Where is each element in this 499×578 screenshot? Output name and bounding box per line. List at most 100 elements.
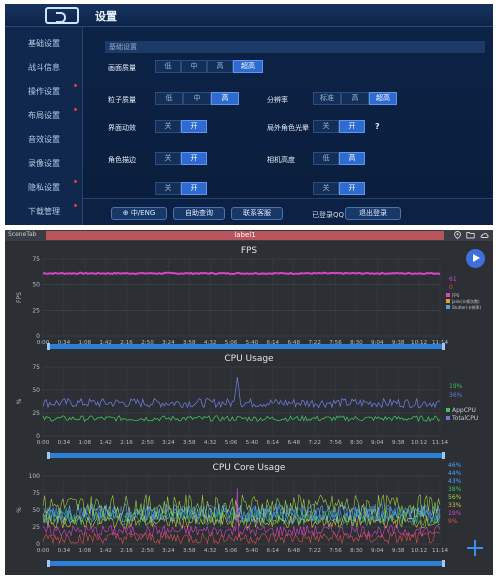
resolution-option-ultra[interactable]: 超高 [369,92,397,105]
ui-anim-option-off[interactable]: 关 [155,120,181,133]
settings-sidebar: 基础设置 战斗信息 操作设置 布局设置 音效设置 录像设置 隐私设置 下载管理 [5,27,83,225]
app-cpu-current-value: 19% [449,383,463,390]
fps-x-tick-label: 10:12 [411,340,427,346]
stroke-label: 角色描边 [108,156,136,164]
resolution-option-standard[interactable]: 标准 [313,92,341,105]
cpu-x-tick-label: 1:42 [99,440,112,446]
cpu-y-tick-label: 25 [32,410,40,417]
core-time-scrollbar[interactable] [47,560,445,567]
hidden-option-off[interactable]: 关 [313,182,339,195]
jank-current-value: 0 [449,284,453,291]
fps-legend-fps: FPS [446,293,459,298]
fps-axes: 0 25 50 75 0:00 0:34 1:08 1:42 2:16 2:50 3:24 3:58 4… [16,256,448,346]
core-y-axis-label: % [16,507,23,513]
monitor-top-bar: SceneTab label1 [5,230,493,241]
cpu-y-axis-label: % [16,398,23,404]
stroke-option-on[interactable]: 开 [181,152,207,165]
logout-button[interactable]: 退出登录 [345,207,401,220]
performance-monitor: SceneTab label1 FPS 0 25 50 75 0:00 0:34 1:08 1… [5,230,493,575]
add-icon[interactable] [467,540,483,556]
fps-x-tick-label: 0:00 [37,340,50,346]
cpu-legend-total: TotalCPU [446,415,478,422]
hidden-option-off[interactable]: 关 [155,182,181,195]
sidebar-item-download[interactable]: 下载管理 [5,201,83,223]
cpu-time-scrollbar[interactable] [47,452,445,459]
fps-chart-title: FPS [240,246,258,256]
sidebar-item-layout[interactable]: 布局设置 [5,105,83,127]
fps-x-tick-label: 2:16 [120,340,133,346]
ui-anim-label: 界面动效 [108,124,136,132]
core-5-series-line [42,513,441,529]
fps-x-tick-label: 8:30 [350,340,363,346]
fps-series-line [42,271,441,276]
hidden-option-on[interactable]: 开 [181,182,207,195]
core-x-tick-label: 9:04 [371,548,384,554]
sidebar-item-replay[interactable]: 录像设置 [5,153,83,175]
contact-service-button[interactable]: 联系客服 [231,207,283,220]
core-x-tick-label: 7:22 [308,548,321,554]
fps-x-tick-label: 6:48 [287,340,300,346]
stroke-option-off[interactable]: 关 [155,152,181,165]
cpu-y-tick-label: 0 [36,433,40,440]
fps-legend-jank: Jank(卡顿次数) [446,299,480,305]
hidden-row-toggle-2: 关 开 [313,182,365,195]
total-cpu-series-line [42,377,441,409]
quality-option-high[interactable]: 高 [207,60,233,73]
self-check-button[interactable]: 自助查询 [173,207,225,220]
fps-chart: 0 25 50 75 0:00 0:34 1:08 1:42 2:16 2:50 3:24 3:58 4… [16,256,448,554]
core-y-tick-label: 50 [32,507,40,514]
halo-option-off[interactable]: 关 [313,120,339,133]
cpu-x-tick-label: 0:34 [58,440,71,446]
folder-icon[interactable] [466,231,475,239]
location-icon[interactable] [453,231,462,239]
legend-label: Jank(卡顿次数) [452,299,480,304]
sidebar-item-sound[interactable]: 音效设置 [5,129,83,151]
core-4-current-value: 56% [448,494,462,501]
sidebar-item-privacy[interactable]: 隐私设置 [5,177,83,199]
camera-option-high[interactable]: 高 [339,152,365,165]
particle-option-high[interactable]: 高 [211,92,239,105]
scene-tab[interactable]: SceneTab [8,231,37,238]
core-chart-title: CPU Core Usage [212,463,286,473]
core-y-tick-label: 100 [29,473,41,480]
hidden-option-on[interactable]: 开 [339,182,365,195]
quality-label: 画面质量 [108,64,136,72]
help-icon[interactable]: ? [375,122,380,131]
language-button[interactable]: ⊕ 中/ENG [111,207,167,220]
game-settings-panel: 设置 基础设置 战斗信息 操作设置 布局设置 音效设置 录像设置 隐私设置 下载… [5,4,493,225]
cpu-y-tick-label: 50 [32,387,40,394]
halo-option-on[interactable]: 开 [339,120,365,133]
camera-label: 相机高度 [267,156,295,164]
fps-time-scrollbar[interactable] [47,343,445,350]
settings-bottom-bar: ⊕ 中/ENG 自助查询 联系客服 已登录QQ 退出登录 [83,198,493,225]
cpu-x-tick-label: 2:16 [120,440,133,446]
fps-x-tick-label: 1:08 [79,340,92,346]
core-7-current-value: 9% [448,518,458,525]
cpu-chart-title: CPU Usage [224,354,274,364]
resolution-option-high[interactable]: 高 [341,92,369,105]
back-icon[interactable] [45,7,79,24]
play-button[interactable] [466,249,485,268]
core-6-series-line [42,488,441,538]
sidebar-item-control[interactable]: 操作设置 [5,81,83,103]
cloud-icon[interactable] [480,231,489,239]
quality-option-ultra[interactable]: 超高 [233,60,263,73]
quality-option-low[interactable]: 低 [155,60,181,73]
sidebar-item-basic[interactable]: 基础设置 [5,33,83,55]
quality-option-mid[interactable]: 中 [181,60,207,73]
camera-option-low[interactable]: 低 [313,152,339,165]
cpu-x-tick-label: 8:30 [350,440,363,446]
particle-option-low[interactable]: 低 [155,92,183,105]
ui-anim-option-on[interactable]: 开 [181,120,207,133]
core-x-tick-label: 8:30 [350,548,363,554]
sidebar-item-battle[interactable]: 战斗信息 [5,57,83,79]
app-cpu-series-line [42,414,441,423]
core-x-tick-label: 5:40 [246,548,259,554]
core-x-tick-label: 0:34 [58,548,71,554]
sidebar-item-label: 音效设置 [28,135,60,144]
particle-option-mid[interactable]: 中 [183,92,211,105]
core-4-series-line [42,493,441,519]
sidebar-item-label: 战斗信息 [28,63,60,72]
ui-anim-toggle: 关 开 [155,120,207,133]
section-header: 基础设置 [105,41,485,53]
